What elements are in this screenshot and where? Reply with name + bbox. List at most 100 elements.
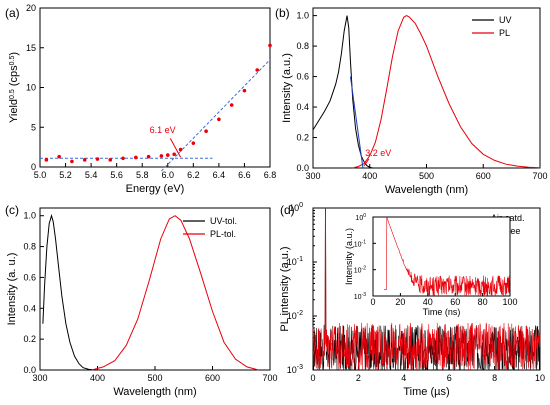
data-point (178, 147, 183, 152)
series-line-uv (312, 15, 373, 169)
x-tick-label: 6 (447, 373, 452, 383)
y-tick-label: 15 (26, 43, 36, 53)
inset-x-tick-label: 100 (502, 297, 517, 307)
inset-y-tick-exponent: -2 (362, 266, 367, 272)
legend-entry-uv: UV (499, 15, 512, 25)
panel-label-c: (c) (5, 203, 19, 217)
panel-label-b: (b) (275, 6, 290, 20)
x-tick-label: 5.6 (110, 170, 123, 180)
x-tick-label: 700 (262, 373, 277, 383)
y-tick-label: 0.6 (23, 272, 36, 282)
panel-a: 5.0 5.2 5.4 5.6 5.8 6.0 6.2 6.4 6.6 6.8 0 5 10 15 20 En… (5, 3, 276, 195)
tangent-line (349, 76, 364, 169)
x-axis-label: Time (µs) (403, 386, 449, 398)
data-point (57, 154, 61, 159)
y-axis-label-part: ) (8, 52, 20, 56)
data-point (44, 158, 49, 162)
x-tick-label: 5.8 (136, 170, 149, 180)
panel-label-a: (a) (5, 6, 20, 20)
legend-text-part: -free (502, 226, 521, 236)
inset-y-tick-label: 10-2 (354, 266, 366, 275)
data-point (121, 156, 125, 161)
x-tick-label: 10 (535, 373, 545, 383)
y-tick-exponent: -2 (297, 310, 303, 317)
panel-c: 300 400 500 600 700 0.0 0.2 0.4 0.6 0.8 1.0 Wavelen… (5, 203, 278, 398)
data-point (95, 157, 100, 161)
data-point (217, 117, 221, 122)
y-axis-label: Intensity (a.u.) (281, 53, 293, 123)
y-tick-base: 10 (287, 257, 297, 267)
y-tick-label: 0.8 (23, 242, 36, 252)
x-axis-label: Energy (eV) (126, 183, 185, 195)
data-point (268, 43, 272, 48)
x-tick-label: 600 (205, 373, 220, 383)
data-point (204, 129, 208, 134)
series-line-uv-tol (42, 213, 95, 371)
data-point (146, 154, 151, 159)
inset-y-tick-exponent: 0 (363, 213, 366, 219)
y-tick-exponent: -3 (297, 364, 303, 371)
legend-entry-uv-tol: UV-tol. (210, 216, 237, 226)
y-tick-base: 10 (287, 365, 297, 375)
y-axis-label: PL intensity (a.u.) (279, 246, 291, 331)
data-point (134, 155, 138, 160)
y-tick-label: 10-3 (287, 364, 303, 375)
y-axis-label: Yield0.5 (cps0.5) (8, 52, 20, 123)
annotation-3-2-ev: 3.2 eV (365, 148, 391, 158)
data-point (159, 154, 164, 158)
data-point (191, 141, 196, 145)
y-tick-base: 10 (287, 311, 297, 321)
y-tick-exponent: -1 (297, 256, 303, 263)
x-tick-label: 5.0 (34, 170, 47, 180)
inset-series-line (383, 217, 511, 297)
inset-y-tick-base: 10 (355, 215, 363, 222)
y-tick-base: 10 (289, 203, 299, 213)
x-tick-label: 400 (362, 171, 377, 181)
panel-d-frame (312, 207, 541, 371)
panel-b: 300 400 500 600 700 0.0 0.2 0.4 0.6 0.8 1.0 Wavelen… (275, 6, 548, 196)
inset-y-tick-label: 100 (355, 213, 366, 222)
y-tick-label: 0.0 (296, 163, 309, 173)
fit-line (161, 59, 271, 172)
legend-entry-pl-tol: PL-tol. (210, 229, 236, 239)
annotation-6-1-ev: 6.1 eV (150, 125, 176, 135)
inset-y-tick-base: 10 (354, 268, 362, 275)
y-axis-label-part: 0.5 (9, 56, 16, 66)
inset-x-axis-label: Time (ns) (423, 307, 461, 317)
y-axis-label-part: (cps (8, 65, 20, 89)
x-axis-label: Wavelength (nm) (113, 386, 196, 398)
y-tick-label: 0.2 (296, 133, 309, 143)
y-tick-label: 5 (31, 122, 36, 132)
y-tick-label: 1.0 (296, 11, 309, 21)
x-tick-label: 6.6 (238, 170, 251, 180)
series-line-pl (352, 15, 541, 169)
x-tick-label: 5.4 (85, 170, 98, 180)
y-axis-label-part: 0.5 (9, 89, 16, 99)
legend-entry-pl: PL (499, 28, 510, 38)
x-tick-label: 700 (532, 171, 547, 181)
y-tick-label: 0.6 (296, 72, 309, 82)
data-point (255, 68, 260, 72)
x-tick-label: 0 (310, 373, 315, 383)
data-point (229, 103, 234, 107)
x-tick-label: 500 (147, 373, 162, 383)
data-point (82, 158, 87, 162)
y-axis-label-part: Yield (8, 99, 20, 123)
data-point (242, 88, 247, 93)
x-tick-label: 2 (356, 373, 361, 383)
x-tick-label: 6.4 (213, 170, 226, 180)
x-tick-label: 6.8 (264, 170, 277, 180)
data-point (172, 152, 176, 157)
inset-y-tick-label: 10-3 (354, 292, 366, 301)
y-tick-label: 10 (26, 83, 36, 93)
x-tick-label: 400 (90, 373, 105, 383)
x-tick-label: 8 (492, 373, 497, 383)
x-tick-label: 4 (401, 373, 406, 383)
data-point (108, 158, 113, 162)
y-tick-label: 0.8 (296, 41, 309, 51)
inset-y-tick-exponent: -3 (362, 292, 367, 298)
inset-x-tick-label: 40 (423, 297, 433, 307)
inset-x-tick-label: 0 (370, 297, 375, 307)
